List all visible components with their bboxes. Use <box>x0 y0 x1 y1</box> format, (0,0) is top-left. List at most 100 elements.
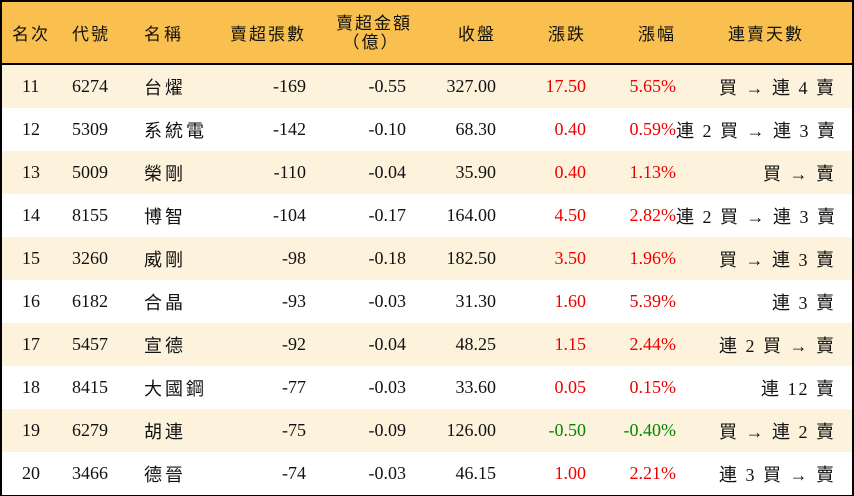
cell-rank: 11 <box>22 76 40 96</box>
cell-code: 3466 <box>72 463 108 483</box>
cell-net-sell-volume: -98 <box>282 248 306 268</box>
cell-code: 5009 <box>72 162 108 182</box>
cell-close: 327.00 <box>446 76 497 96</box>
table-row: 13 5009 榮剛 -110 -0.04 35.90 0.40 1.13% 買… <box>2 151 852 194</box>
cell-change: 1.00 <box>554 463 587 483</box>
table-header: 名次 代號 名稱 賣超張數 賣超金額 （億） 收盤 漲跌 漲幅 連賣天數 <box>2 2 852 65</box>
cell-name: 榮剛 <box>144 163 186 184</box>
table-row: 14 8155 博智 -104 -0.17 164.00 4.50 2.82% … <box>2 194 852 237</box>
cell-code: 8415 <box>72 377 108 397</box>
cell-net-sell-volume: -110 <box>273 162 306 182</box>
cell-name: 台燿 <box>144 77 186 98</box>
cell-code: 3260 <box>72 248 108 268</box>
cell-change-pct: 0.59% <box>629 119 677 139</box>
cell-change-pct: 5.39% <box>629 291 677 311</box>
cell-streak: 連 2 買 → 賣 <box>719 335 836 356</box>
cell-name: 威剛 <box>144 249 186 270</box>
cell-streak: 買 → 連 2 賣 <box>719 421 836 442</box>
cell-change: 17.50 <box>545 76 587 96</box>
header-close: 收盤 <box>458 25 496 44</box>
cell-close: 126.00 <box>446 420 497 440</box>
cell-change: 0.05 <box>554 377 587 397</box>
cell-streak: 買 → 連 4 賣 <box>719 77 836 98</box>
cell-net-sell-volume: -77 <box>282 377 306 397</box>
cell-net-sell-amount: -0.17 <box>368 205 407 225</box>
header-net-sell-volume: 賣超張數 <box>230 25 306 44</box>
cell-net-sell-amount: -0.03 <box>368 463 407 483</box>
cell-close: 48.25 <box>455 334 497 354</box>
cell-rank: 20 <box>22 463 40 483</box>
cell-streak: 連 2 買 → 連 3 賣 <box>676 206 837 227</box>
cell-close: 46.15 <box>455 463 497 483</box>
cell-net-sell-amount: -0.18 <box>368 248 407 268</box>
cell-change-pct: 0.15% <box>629 377 677 397</box>
cell-code: 8155 <box>72 205 108 225</box>
cell-close: 31.30 <box>455 291 497 311</box>
cell-net-sell-volume: -74 <box>282 463 306 483</box>
table-row: 19 6279 胡連 -75 -0.09 126.00 -0.50 -0.40%… <box>2 409 852 452</box>
cell-net-sell-volume: -92 <box>282 334 306 354</box>
header-net-sell-amount-line2: （億） <box>342 32 400 52</box>
cell-code: 5457 <box>72 334 108 354</box>
cell-change-pct: 5.65% <box>629 76 677 96</box>
cell-net-sell-volume: -93 <box>282 291 306 311</box>
cell-close: 164.00 <box>446 205 497 225</box>
cell-name: 大國鋼 <box>144 378 207 399</box>
cell-code: 6274 <box>72 76 108 96</box>
cell-change-pct: 1.13% <box>629 162 677 182</box>
header-code: 代號 <box>72 25 110 44</box>
cell-close: 182.50 <box>446 248 497 268</box>
cell-net-sell-amount: -0.04 <box>368 162 407 182</box>
cell-change-pct: 1.96% <box>629 248 677 268</box>
table-row: 15 3260 威剛 -98 -0.18 182.50 3.50 1.96% 買… <box>2 237 852 280</box>
cell-rank: 12 <box>22 119 40 139</box>
cell-change: 0.40 <box>554 119 587 139</box>
table-row: 16 6182 合晶 -93 -0.03 31.30 1.60 5.39% 連 … <box>2 280 852 323</box>
cell-streak: 連 12 賣 <box>761 378 836 399</box>
cell-net-sell-amount: -0.04 <box>368 334 407 354</box>
cell-name: 胡連 <box>144 421 186 442</box>
header-name: 名稱 <box>144 25 184 44</box>
cell-rank: 16 <box>22 291 40 311</box>
table-row: 20 3466 德晉 -74 -0.03 46.15 1.00 2.21% 連 … <box>2 452 852 495</box>
cell-name: 德晉 <box>144 464 186 485</box>
table-row: 17 5457 宣德 -92 -0.04 48.25 1.15 2.44% 連 … <box>2 323 852 366</box>
table-row: 11 6274 台燿 -169 -0.55 327.00 17.50 5.65%… <box>2 65 852 108</box>
cell-change: 3.50 <box>554 248 587 268</box>
cell-streak: 連 3 賣 <box>772 292 836 313</box>
cell-net-sell-amount: -0.10 <box>368 119 407 139</box>
cell-change-pct: 2.21% <box>629 463 677 483</box>
cell-streak: 連 3 買 → 賣 <box>719 464 836 485</box>
table-row: 18 8415 大國鋼 -77 -0.03 33.60 0.05 0.15% 連… <box>2 366 852 409</box>
cell-change-pct: 2.44% <box>629 334 677 354</box>
cell-rank: 14 <box>22 205 40 225</box>
header-net-sell-amount: 賣超金額 （億） <box>306 14 410 52</box>
cell-net-sell-amount: -0.55 <box>368 76 407 96</box>
cell-change-pct: 2.82% <box>629 205 677 225</box>
cell-rank: 15 <box>22 248 40 268</box>
cell-code: 5309 <box>72 119 108 139</box>
header-change: 漲跌 <box>548 25 586 44</box>
table-row: 12 5309 系統電 -142 -0.10 68.30 0.40 0.59% … <box>2 108 852 151</box>
cell-net-sell-volume: -75 <box>282 420 306 440</box>
cell-streak: 連 2 買 → 連 3 賣 <box>676 120 837 141</box>
cell-change: 0.40 <box>554 162 587 182</box>
header-streak: 連賣天數 <box>728 25 804 44</box>
cell-change: -0.50 <box>548 420 587 440</box>
cell-net-sell-amount: -0.09 <box>368 420 407 440</box>
cell-net-sell-amount: -0.03 <box>368 377 407 397</box>
cell-net-sell-volume: -142 <box>273 119 306 139</box>
cell-code: 6279 <box>72 420 108 440</box>
cell-close: 35.90 <box>455 162 497 182</box>
cell-name: 博智 <box>144 206 186 227</box>
cell-code: 6182 <box>72 291 108 311</box>
cell-name: 合晶 <box>144 292 186 313</box>
cell-net-sell-volume: -169 <box>273 76 306 96</box>
cell-change: 1.15 <box>554 334 587 354</box>
cell-net-sell-volume: -104 <box>273 205 306 225</box>
cell-streak: 買 → 連 3 賣 <box>719 249 836 270</box>
cell-name: 宣德 <box>144 335 186 356</box>
cell-rank: 19 <box>22 420 40 440</box>
cell-change-pct: -0.40% <box>623 420 677 440</box>
